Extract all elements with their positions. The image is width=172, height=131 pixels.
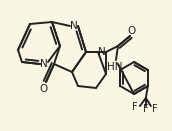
Text: O: O	[128, 26, 136, 36]
Text: F: F	[143, 104, 149, 114]
Text: F: F	[152, 104, 158, 114]
Text: N: N	[98, 47, 106, 57]
Text: F: F	[132, 102, 138, 112]
Text: HN: HN	[107, 62, 123, 72]
Text: O: O	[40, 84, 48, 94]
Text: N: N	[40, 59, 48, 69]
Text: N: N	[70, 21, 78, 31]
